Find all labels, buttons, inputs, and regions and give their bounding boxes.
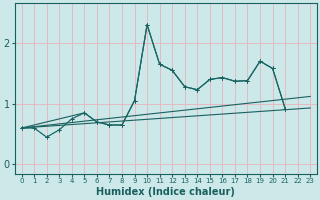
X-axis label: Humidex (Indice chaleur): Humidex (Indice chaleur) <box>96 187 235 197</box>
